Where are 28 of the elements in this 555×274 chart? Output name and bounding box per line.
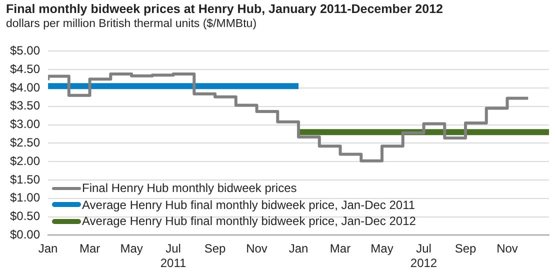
legend-label: Average Henry Hub final monthly bidweek price, Jan-Dec 2012 bbox=[82, 213, 416, 230]
x-tick-label: Sep bbox=[204, 242, 226, 256]
legend-label: Average Henry Hub final monthly bidweek price, Jan-Dec 2011 bbox=[82, 196, 416, 213]
x-tick-label: Sep bbox=[454, 242, 477, 256]
legend-label: Final Henry Hub monthly bidweek prices bbox=[82, 180, 297, 196]
x-tick-label: May bbox=[370, 242, 394, 256]
chart-title: Final monthly bidweek prices at Henry Hub, January 2011-December 2012 bbox=[6, 2, 443, 16]
x-tick-label: Nov bbox=[246, 242, 268, 256]
x-tick-label: Jul 2012 bbox=[410, 242, 438, 270]
y-tick-label: $4.00 bbox=[10, 80, 40, 94]
y-tick-label: $3.00 bbox=[10, 117, 40, 132]
x-tick-label: Mar bbox=[79, 242, 100, 256]
y-tick-label: $0.50 bbox=[10, 209, 40, 224]
x-tick-label: Mar bbox=[330, 242, 351, 256]
x-tick-label: Jan bbox=[288, 242, 308, 256]
y-tick-label: $0.00 bbox=[10, 228, 40, 242]
y-tick-label: $4.50 bbox=[10, 62, 40, 76]
y-tick-label: $1.50 bbox=[10, 172, 40, 186]
y-tick-label: $5.00 bbox=[10, 44, 40, 58]
x-tick-label: May bbox=[120, 242, 143, 256]
x-tick-label: Nov bbox=[496, 242, 518, 256]
chart-subtitle: dollars per million British thermal units ($/MMBtu) bbox=[6, 18, 257, 30]
y-tick-label: $3.50 bbox=[10, 98, 40, 113]
x-tick-label: Jul 2011 bbox=[160, 242, 186, 270]
y-tick-label: $2.00 bbox=[10, 154, 40, 168]
x-tick-label: Jan bbox=[38, 242, 58, 256]
y-tick-label: $2.50 bbox=[10, 136, 40, 150]
y-tick-label: $1.00 bbox=[10, 190, 40, 205]
